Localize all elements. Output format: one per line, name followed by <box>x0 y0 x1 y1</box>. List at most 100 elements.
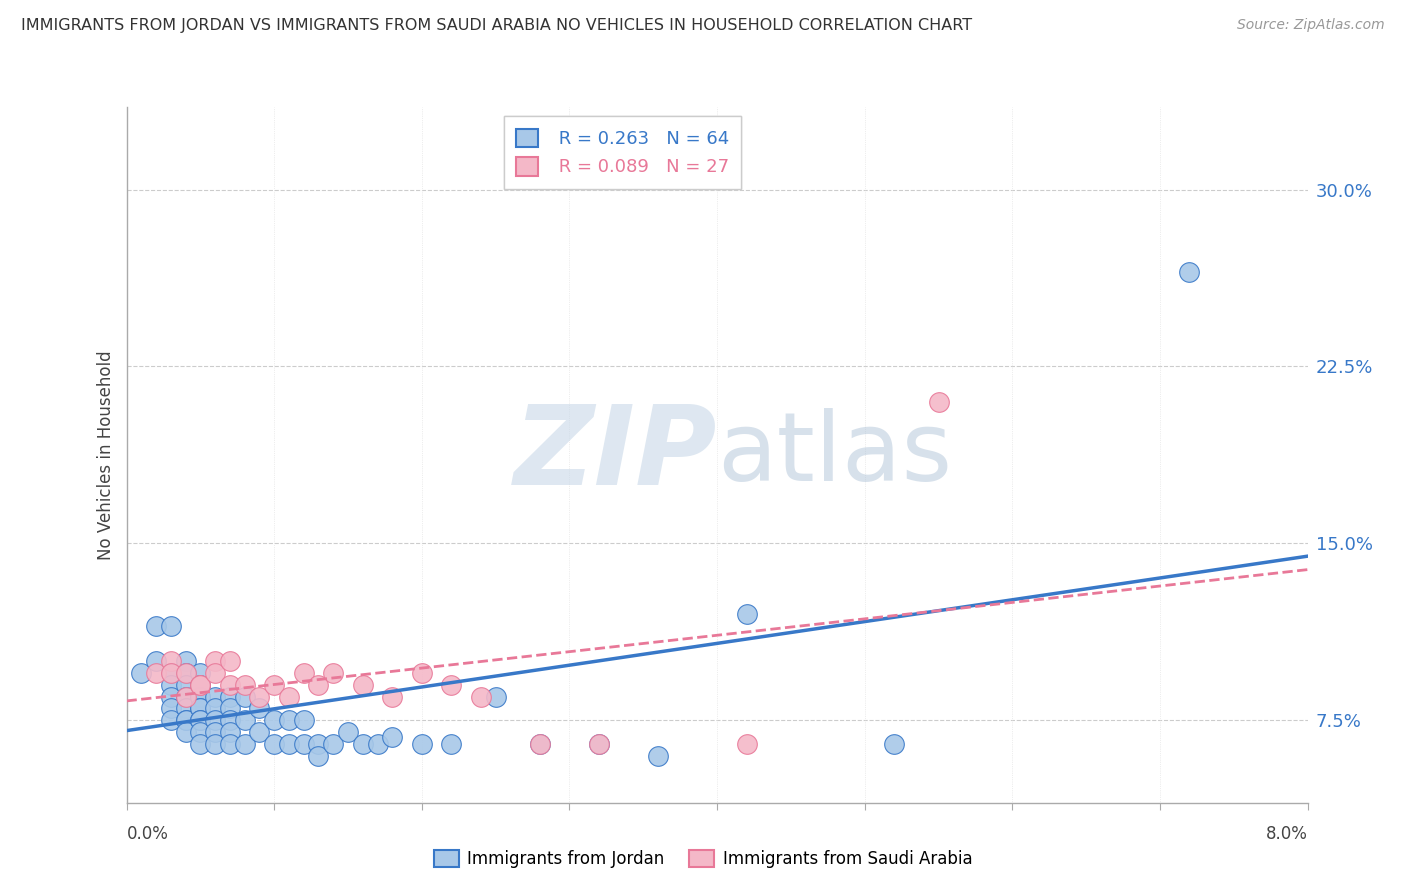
Point <box>219 654 242 668</box>
Text: atlas: atlas <box>717 409 952 501</box>
Point <box>322 666 344 681</box>
Point <box>233 737 256 751</box>
Point <box>588 737 610 751</box>
Point <box>160 678 183 692</box>
Point <box>278 713 301 727</box>
Point <box>219 701 242 715</box>
Point <box>233 713 256 727</box>
Point <box>174 654 197 668</box>
Point <box>174 713 197 727</box>
Point <box>307 737 329 751</box>
Point <box>188 678 211 692</box>
Text: 8.0%: 8.0% <box>1265 825 1308 843</box>
Point <box>188 701 211 715</box>
Point <box>219 725 242 739</box>
Point <box>188 666 211 681</box>
Point <box>174 678 197 692</box>
Point <box>160 666 183 681</box>
Point <box>160 654 183 668</box>
Point <box>440 737 463 751</box>
Point <box>1178 265 1201 279</box>
Point <box>188 713 211 727</box>
Point <box>204 654 226 668</box>
Point <box>188 725 211 739</box>
Point <box>188 678 211 692</box>
Point <box>411 737 433 751</box>
Point <box>411 666 433 681</box>
Point <box>188 678 211 692</box>
Point <box>188 690 211 704</box>
Point <box>219 713 242 727</box>
Point <box>219 690 242 704</box>
Point <box>145 666 167 681</box>
Point <box>160 713 183 727</box>
Point <box>263 713 285 727</box>
Point <box>381 690 404 704</box>
Point <box>188 713 211 727</box>
Point <box>440 678 463 692</box>
Point <box>484 690 508 704</box>
Point <box>129 666 153 681</box>
Point <box>204 666 226 681</box>
Point <box>174 725 197 739</box>
Point <box>366 737 388 751</box>
Point <box>529 737 551 751</box>
Point <box>160 690 183 704</box>
Point <box>307 678 329 692</box>
Point <box>204 701 226 715</box>
Point <box>735 737 758 751</box>
Point <box>145 619 167 633</box>
Point <box>928 395 950 409</box>
Text: Source: ZipAtlas.com: Source: ZipAtlas.com <box>1237 18 1385 32</box>
Point <box>188 701 211 715</box>
Point <box>219 678 242 692</box>
Point <box>352 737 374 751</box>
Point <box>292 666 315 681</box>
Point <box>337 725 360 739</box>
Point <box>233 690 256 704</box>
Point <box>588 737 610 751</box>
Point <box>247 690 270 704</box>
Point <box>174 713 197 727</box>
Point <box>470 690 492 704</box>
Point <box>307 748 329 763</box>
Point <box>174 701 197 715</box>
Point <box>160 666 183 681</box>
Legend: Immigrants from Jordan, Immigrants from Saudi Arabia: Immigrants from Jordan, Immigrants from … <box>427 843 979 875</box>
Text: ZIP: ZIP <box>513 401 717 508</box>
Point <box>174 666 197 681</box>
Y-axis label: No Vehicles in Household: No Vehicles in Household <box>97 350 115 560</box>
Point <box>883 737 905 751</box>
Point <box>204 690 226 704</box>
Point <box>263 678 285 692</box>
Point <box>381 730 404 744</box>
Point <box>529 737 551 751</box>
Text: 0.0%: 0.0% <box>127 825 169 843</box>
Point <box>145 654 167 668</box>
Point <box>263 737 285 751</box>
Point <box>322 737 344 751</box>
Point <box>188 690 211 704</box>
Point <box>174 666 197 681</box>
Point <box>204 725 226 739</box>
Point <box>160 619 183 633</box>
Point <box>174 690 197 704</box>
Point <box>174 690 197 704</box>
Point <box>292 737 315 751</box>
Point <box>233 678 256 692</box>
Point <box>352 678 374 692</box>
Point <box>735 607 758 621</box>
Point <box>247 725 270 739</box>
Legend:  R = 0.263   N = 64,  R = 0.089   N = 27: R = 0.263 N = 64, R = 0.089 N = 27 <box>503 116 741 189</box>
Point <box>188 737 211 751</box>
Point <box>278 737 301 751</box>
Point <box>219 737 242 751</box>
Point <box>247 701 270 715</box>
Text: IMMIGRANTS FROM JORDAN VS IMMIGRANTS FROM SAUDI ARABIA NO VEHICLES IN HOUSEHOLD : IMMIGRANTS FROM JORDAN VS IMMIGRANTS FRO… <box>21 18 972 33</box>
Point <box>160 701 183 715</box>
Point <box>204 713 226 727</box>
Point <box>204 737 226 751</box>
Point <box>647 748 669 763</box>
Point <box>278 690 301 704</box>
Point <box>292 713 315 727</box>
